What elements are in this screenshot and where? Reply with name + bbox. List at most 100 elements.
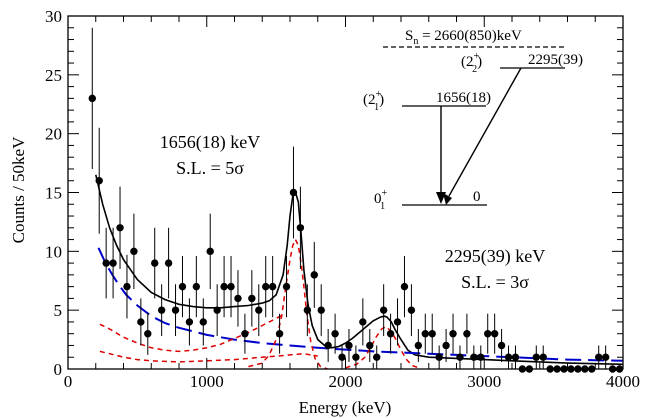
data-point <box>164 259 173 267</box>
ground-state-energy: 0 <box>473 189 481 205</box>
level-2-energy: 2295(39) <box>528 52 583 68</box>
data-point <box>456 353 464 361</box>
data-point <box>379 306 388 314</box>
data-point <box>151 259 159 267</box>
data-point <box>102 259 110 267</box>
data-point <box>373 353 381 361</box>
data-point <box>359 318 367 326</box>
level-1-spin: (2+ 1) <box>363 89 384 113</box>
data-point <box>317 306 325 314</box>
data-point <box>303 306 312 314</box>
peak-2295-annotation: 2295(39) keV <box>445 246 545 267</box>
data-point <box>199 318 207 326</box>
data-point <box>144 330 152 338</box>
data-point <box>262 282 270 291</box>
y-tick-label: 15 <box>45 184 62 203</box>
data-point <box>95 177 103 185</box>
data-point <box>470 353 478 361</box>
data-point <box>484 330 492 338</box>
sn-label: Sn = 2660(850)keV <box>405 28 522 47</box>
data-point <box>338 353 346 361</box>
data-point <box>393 318 402 326</box>
axis-ticks: 0 1000 2000 3000 4000 0 5 10 15 20 25 30 <box>45 7 640 391</box>
data-point <box>234 294 242 303</box>
data-point <box>227 282 235 291</box>
data-point <box>504 353 513 361</box>
data-point <box>310 271 318 279</box>
data-point <box>532 353 540 361</box>
data-point <box>248 294 256 303</box>
data-point <box>88 94 96 103</box>
peak-1656-significance: S.L. = 5σ <box>176 158 244 178</box>
x-tick-label: 4000 <box>606 372 640 391</box>
data-point <box>137 318 145 326</box>
y-tick-label: 10 <box>45 242 62 261</box>
data-point <box>449 330 457 338</box>
transition-2295-arrow <box>448 67 522 197</box>
data-point <box>130 247 138 256</box>
y-tick-label: 30 <box>45 7 62 26</box>
data-point <box>220 282 228 291</box>
y-tick-label: 20 <box>45 125 62 144</box>
data-point <box>192 282 201 291</box>
x-axis-title: Energy (keV) <box>299 398 392 417</box>
level-1-energy: 1656(18) <box>436 90 491 106</box>
peak-2295-significance: S.L. = 3σ <box>461 272 529 292</box>
peak-1656-curve <box>248 237 328 370</box>
y-tick-label: 25 <box>45 66 62 85</box>
x-tick-label: 3000 <box>467 372 501 391</box>
data-point <box>601 353 610 361</box>
data-point <box>123 282 131 291</box>
plot-layers <box>88 27 624 373</box>
data-point <box>282 282 291 291</box>
data-point <box>386 330 395 338</box>
data-point <box>331 330 339 338</box>
data-point <box>206 247 214 256</box>
data-point <box>407 306 416 314</box>
peak-1656-annotation: 1656(18) keV <box>160 132 260 153</box>
data-point <box>366 341 374 350</box>
data-point <box>116 224 124 232</box>
data-point <box>185 318 194 326</box>
y-tick-label: 5 <box>54 301 63 320</box>
x-tick-label: 2000 <box>329 372 363 391</box>
level-2-spin: (2+ 2) <box>461 51 482 75</box>
data-point <box>595 353 603 361</box>
transition-2295-arrowhead <box>443 193 452 205</box>
data-point <box>157 306 166 314</box>
plot-frame <box>67 15 624 370</box>
y-axis-title: Counts / 50keV <box>9 136 28 243</box>
x-tick-label: 1000 <box>190 372 224 391</box>
data-point <box>428 330 436 338</box>
data-point <box>296 224 305 232</box>
data-point <box>352 353 360 361</box>
data-point <box>289 188 298 197</box>
data-point <box>324 341 332 350</box>
level-scheme: Sn = 2660(850)keV (2+ 2) 2295(39) (2+ 1) 1… <box>363 28 583 212</box>
data-point <box>178 282 187 291</box>
data-point <box>435 353 443 361</box>
y-tick-label: 0 <box>54 360 63 379</box>
data-point <box>213 306 221 314</box>
x-tick-label: 0 <box>64 372 73 391</box>
data-point <box>442 341 450 350</box>
background-component-1-curve <box>99 314 284 353</box>
data-point <box>171 306 180 314</box>
data-point <box>345 341 353 350</box>
peak-2295-curve <box>345 325 421 370</box>
data-point <box>463 330 471 338</box>
data-point <box>275 330 284 338</box>
data-point <box>511 353 520 361</box>
data-point <box>414 341 423 350</box>
background-component-2-curve <box>99 350 318 363</box>
data-point <box>421 330 429 338</box>
data-point <box>255 306 263 314</box>
data-point <box>241 330 249 338</box>
total-fit-curve <box>95 174 624 366</box>
data-point <box>109 259 117 267</box>
data-point <box>497 341 506 350</box>
data-point <box>268 282 277 291</box>
ground-state-spin: 0+ 1 <box>374 188 388 212</box>
data-point <box>400 282 409 291</box>
